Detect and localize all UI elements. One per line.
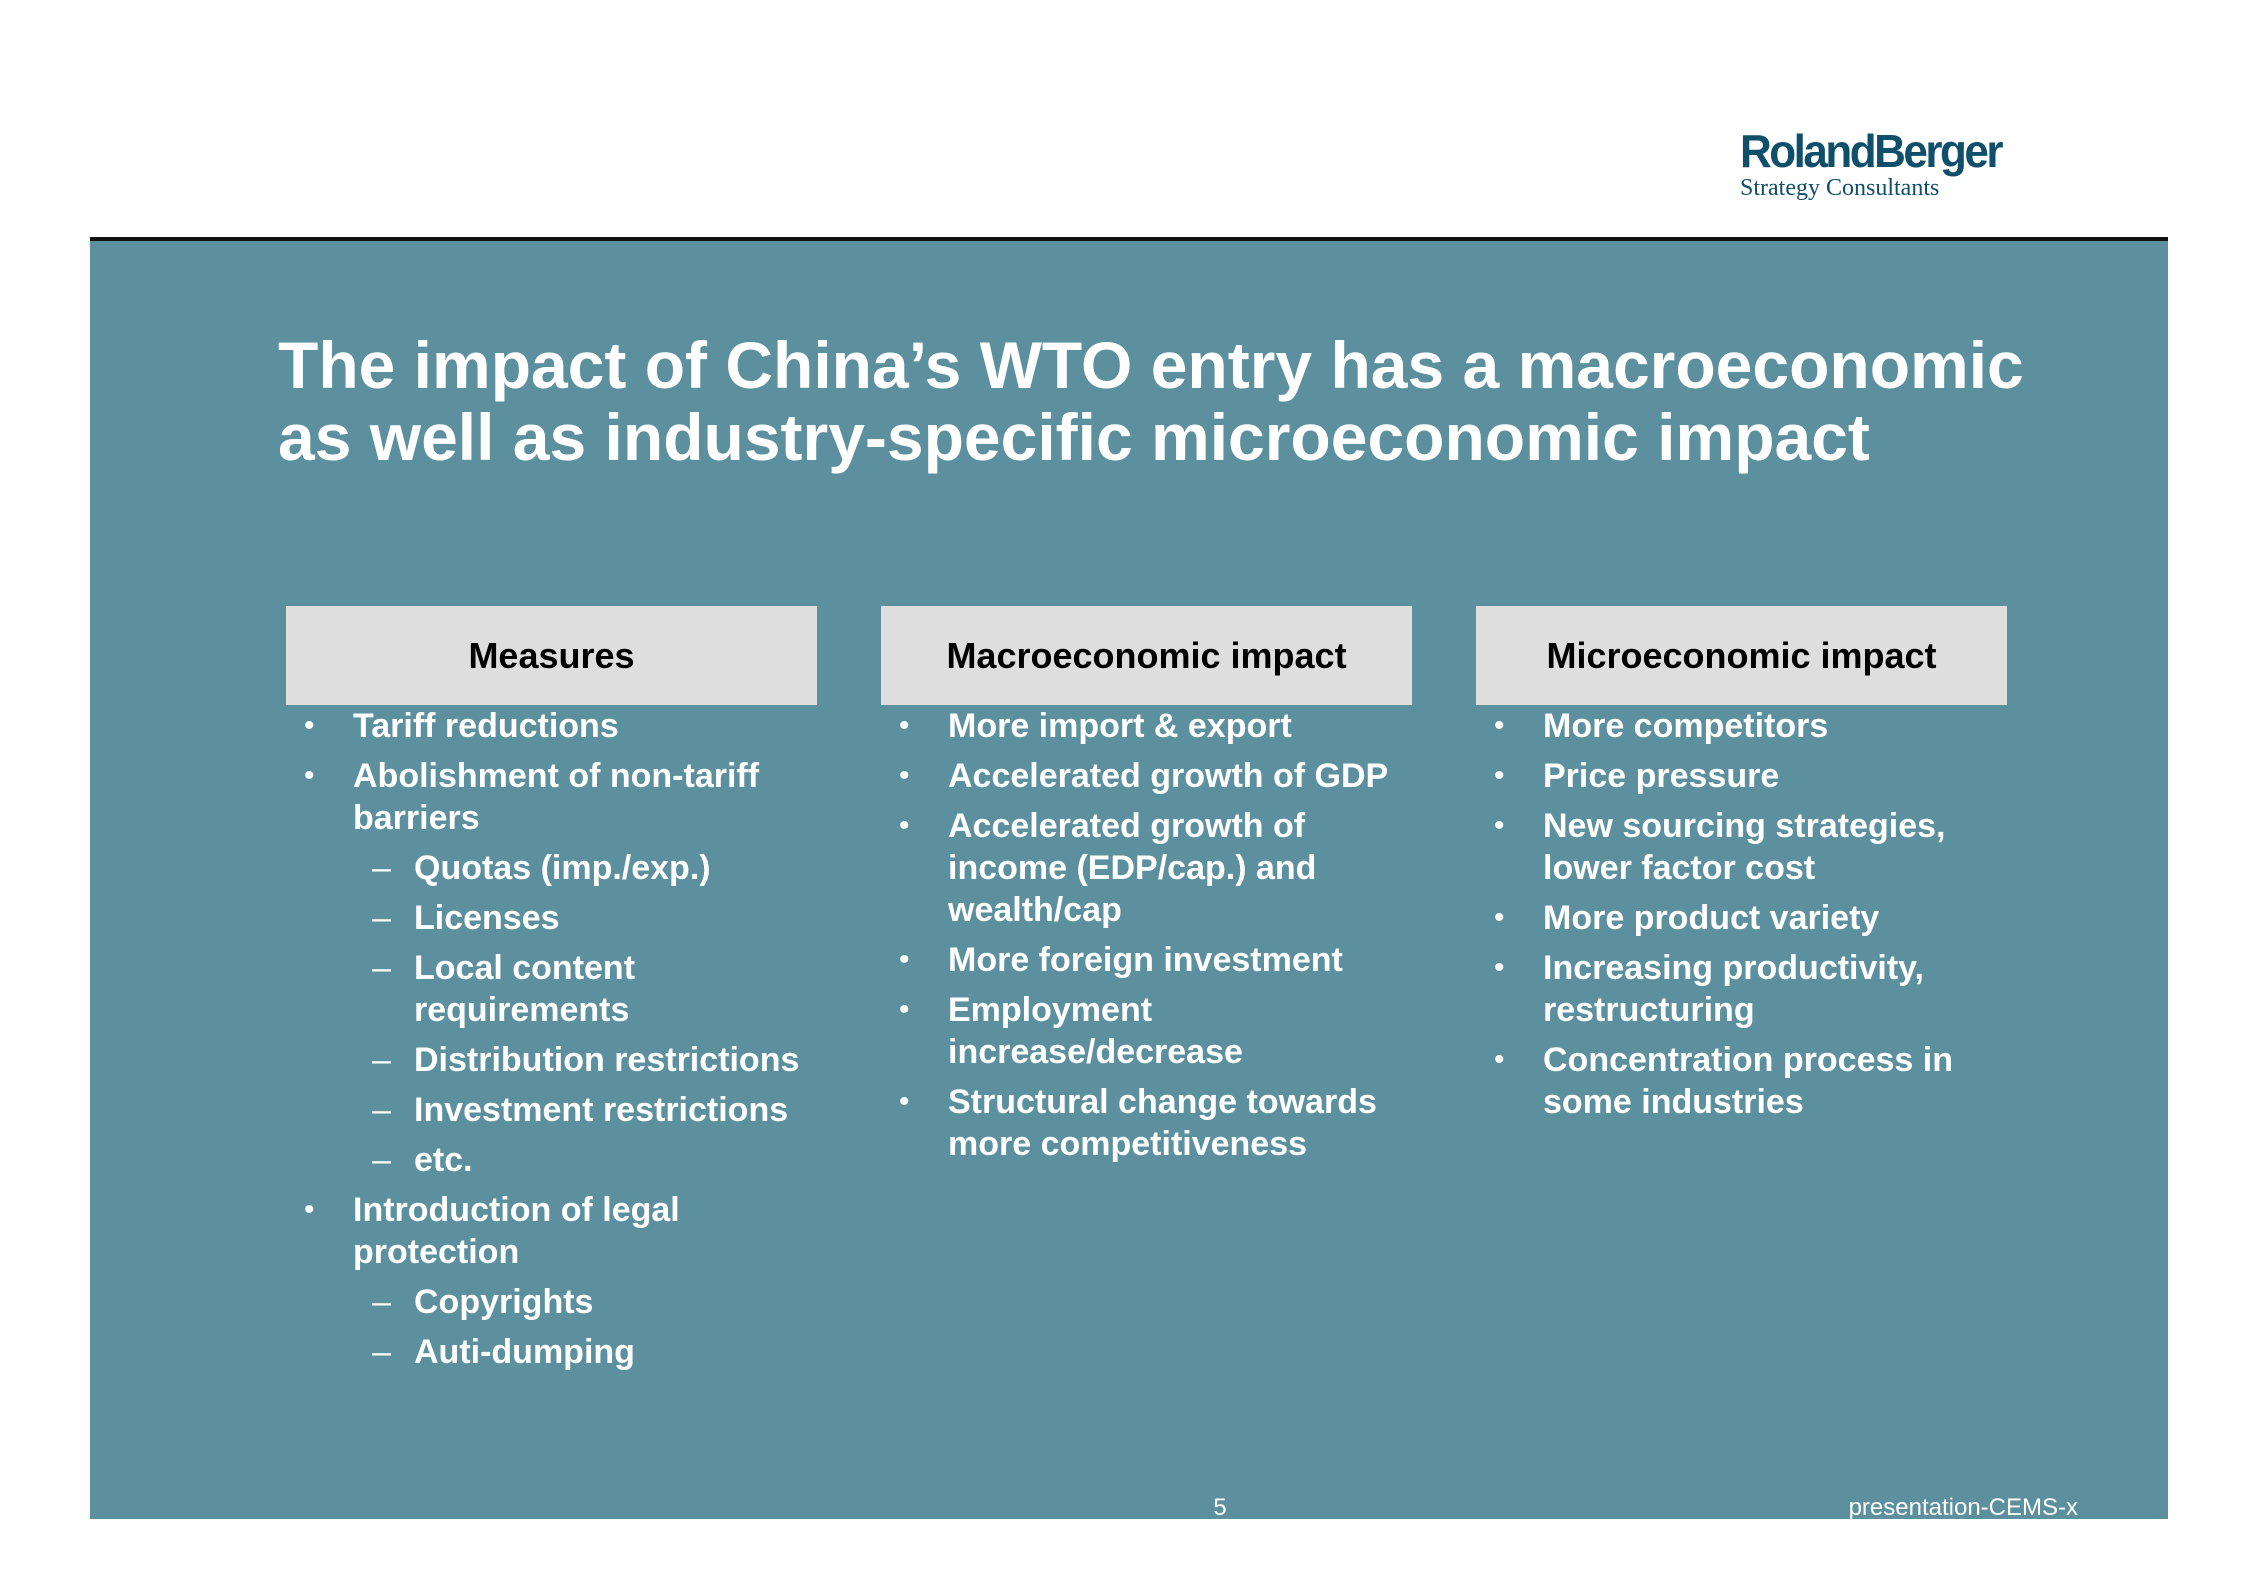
column-macroeconomic-impact: Macroeconomic impact More import & expor… [881, 606, 1412, 1173]
bullet-item: Accelerated growth of income (EDP/cap.) … [881, 805, 1412, 931]
bullet-item: More import & export [881, 705, 1412, 747]
slide-title-line-1: The impact of China’s WTO entry has a ma… [278, 328, 2024, 402]
sub-bullet-item: etc. [286, 1139, 817, 1181]
sub-bullet-item: Copyrights [286, 1281, 817, 1323]
header-rule [90, 237, 2168, 241]
column-header: Microeconomic impact [1476, 606, 2007, 705]
bullet-item: Increasing productivity, restructuring [1476, 947, 2007, 1031]
bullet-item: New sourcing strategies, lower factor co… [1476, 805, 2007, 889]
column-microeconomic-impact: Microeconomic impact More competitors Pri… [1476, 606, 2007, 1131]
bullet-item: Employment increase/decrease [881, 989, 1412, 1073]
page-number: 5 [1213, 1494, 1227, 1521]
column-measures: Measures Tariff reductions Abolishment of… [286, 606, 817, 1381]
slide-title: The impact of China’s WTO entry has a ma… [278, 329, 2128, 473]
column-header: Measures [286, 606, 817, 705]
bullet-item: Price pressure [1476, 755, 2007, 797]
slide-panel: The impact of China’s WTO entry has a ma… [90, 241, 2168, 1521]
sub-bullet-item: Licenses [286, 897, 817, 939]
bullet-list: More competitors Price pressure New sourci… [1476, 705, 2007, 1123]
bullet-item: Structural change towards more competiti… [881, 1081, 1412, 1165]
bullet-item: Accelerated growth of GDP [881, 755, 1412, 797]
slide-title-line-2: as well as industry-specific microeconom… [278, 400, 1870, 474]
column-header: Macroeconomic impact [881, 606, 1412, 705]
bullet-item: More competitors [1476, 705, 2007, 747]
bullet-item: Concentration process in some industries [1476, 1039, 2007, 1123]
sub-bullet-item: Distribution restrictions [286, 1039, 817, 1081]
sub-bullet-item: Auti-dumping [286, 1331, 817, 1373]
sub-bullet-item: Local content requirements [286, 947, 817, 1031]
logo-wordmark: RolandBerger [1740, 125, 2003, 178]
logo-tagline: Strategy Consultants [1740, 175, 1940, 201]
sub-bullet-item: Investment restrictions [286, 1089, 817, 1131]
footer-reference: presentation-CEMS-x [1848, 1494, 2078, 1521]
bullet-item: Introduction of legal protection [286, 1189, 817, 1273]
bullet-list: More import & export Accelerated growth o… [881, 705, 1412, 1165]
sub-bullet-item: Quotas (imp./exp.) [286, 847, 817, 889]
bullet-item: More foreign investment [881, 939, 1412, 981]
bullet-item: Abolishment of non-tariff barriers [286, 755, 817, 839]
company-logo: RolandBerger Strategy Consultants [1740, 125, 2003, 201]
bullet-item: More product variety [1476, 897, 2007, 939]
bullet-item: Tariff reductions [286, 705, 817, 747]
bullet-list: Tariff reductions Abolishment of non-tari… [286, 705, 817, 1373]
